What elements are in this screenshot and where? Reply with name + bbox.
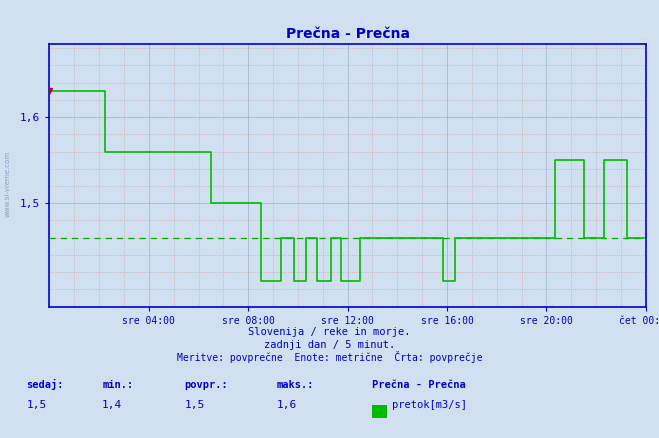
Text: min.:: min.:	[102, 380, 133, 390]
Text: www.si-vreme.com: www.si-vreme.com	[5, 151, 11, 217]
Text: 1,5: 1,5	[26, 400, 47, 410]
Text: sedaj:: sedaj:	[26, 378, 64, 390]
Text: 1,4: 1,4	[102, 400, 123, 410]
Text: 1,6: 1,6	[277, 400, 297, 410]
Text: zadnji dan / 5 minut.: zadnji dan / 5 minut.	[264, 340, 395, 350]
Text: povpr.:: povpr.:	[185, 380, 228, 390]
Text: Slovenija / reke in morje.: Slovenija / reke in morje.	[248, 327, 411, 337]
Text: 1,5: 1,5	[185, 400, 205, 410]
Text: pretok[m3/s]: pretok[m3/s]	[392, 400, 467, 410]
Text: Prečna - Prečna: Prečna - Prečna	[372, 380, 466, 390]
Text: maks.:: maks.:	[277, 380, 314, 390]
Text: Meritve: povprečne  Enote: metrične  Črta: povprečje: Meritve: povprečne Enote: metrične Črta:…	[177, 351, 482, 364]
Title: Prečna - Prečna: Prečna - Prečna	[285, 27, 410, 41]
